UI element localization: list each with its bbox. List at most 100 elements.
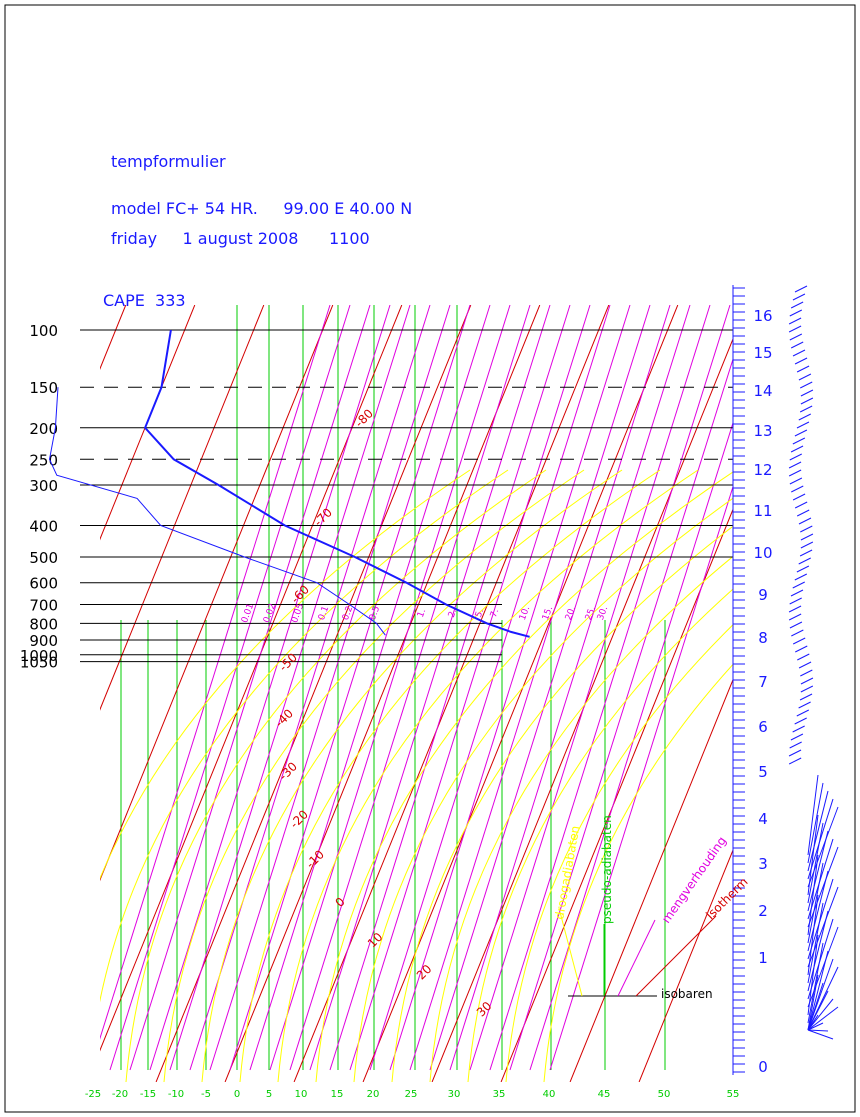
wind-barb: [800, 389, 814, 397]
isotherm-line: [362, 305, 679, 1082]
wind-barb: [792, 493, 806, 501]
wind-barb: [788, 469, 802, 477]
wind-barb: [807, 1029, 829, 1032]
pressure-label: 700: [29, 596, 58, 614]
dry-adiabat-line: [315, 471, 733, 1082]
height-km-label: 10: [753, 544, 772, 562]
wind-barb: [795, 645, 808, 653]
wind-barb: [792, 349, 806, 357]
wind-barb: [788, 749, 802, 757]
wind-barb: [794, 285, 808, 293]
wind-barb: [798, 413, 812, 421]
pressure-label: 1050: [20, 654, 58, 672]
date-info: friday 1 august 2008 1100: [111, 229, 370, 248]
mixing-ratio-label: 0.5: [368, 605, 382, 622]
wind-barb: [789, 309, 803, 317]
dry-adiabat-line: [391, 525, 733, 1082]
mixing-ratio-line: [209, 305, 451, 1071]
wind-barb: [807, 894, 819, 976]
wind-barb: [790, 341, 804, 349]
wind-barb: [798, 701, 811, 709]
wind-barb: [789, 621, 803, 629]
legend-mixing-ratio-line: [617, 919, 656, 997]
wind-barb: [807, 830, 829, 912]
height-km-label: 2: [758, 902, 768, 920]
mixing-ratio-line: [409, 305, 651, 1071]
pressure-label: 150: [29, 379, 58, 397]
wind-barb: [789, 453, 802, 461]
wind-barb: [788, 605, 802, 613]
wind-barb: [792, 293, 806, 301]
dry-adiabat-line: [100, 469, 471, 880]
pressure-label: 250: [29, 451, 58, 469]
wind-barb: [788, 461, 802, 469]
isotherm-label: -50: [276, 650, 300, 674]
cape-value: CAPE 333: [103, 291, 186, 310]
wind-barb: [807, 782, 824, 864]
legend-iso-label: isotherm: [703, 875, 750, 922]
x-tick-label: 35: [493, 1089, 506, 1100]
plot-area: [100, 305, 733, 1082]
isotherm-line: [431, 337, 733, 1082]
height-km-label: 8: [758, 629, 768, 647]
mixing-ratio-label: 20.: [564, 605, 578, 622]
legend-dry-adiabat-line: [559, 911, 583, 997]
mixing-ratio-line: [309, 305, 551, 1071]
wind-barb: [796, 565, 810, 573]
wind-barb: [789, 477, 803, 485]
wind-barb: [788, 325, 802, 333]
isotherm-line: [100, 305, 334, 882]
dry-adiabat-line: [467, 588, 733, 1082]
frame-border: [4, 4, 856, 1113]
wind-barb: [807, 814, 819, 896]
wind-barb: [800, 541, 814, 549]
wind-barb: [807, 982, 824, 1031]
mixing-ratio-label: 0.02: [262, 602, 278, 624]
wind-barb: [788, 757, 802, 765]
mixing-ratio-label: 5.: [474, 608, 486, 619]
model-info: model FC+ 54 HR. 99.00 E 40.00 N: [111, 199, 413, 218]
wind-barb: [800, 525, 813, 533]
wind-barb: [794, 573, 808, 581]
wind-barb: [796, 421, 810, 429]
dry-adiabat-line: [353, 497, 733, 1082]
wind-barb: [807, 942, 824, 1024]
dry-adiabat-line: [100, 469, 509, 1003]
dry-adiabat-line: [543, 663, 733, 1082]
wind-barb: [807, 902, 824, 984]
mixing-ratio-line: [369, 305, 611, 1071]
wind-barb: [790, 733, 804, 741]
isotherm-label: -60: [288, 582, 312, 606]
wind-barb: [794, 717, 807, 725]
mixing-ratio-line: [529, 421, 733, 1071]
legend-pseudo-label: pseudo-adiabaten: [600, 815, 614, 924]
x-tick-label: 20: [367, 1089, 380, 1100]
mixing-ratio-line: [349, 305, 591, 1071]
mixing-ratio-line: [229, 305, 471, 1071]
wind-barb: [796, 709, 809, 717]
wind-barb: [792, 637, 806, 645]
mixing-ratio-line: [189, 305, 431, 1071]
wind-barb: [790, 301, 804, 309]
height-km-label: 13: [753, 422, 772, 440]
isotherm-label: 20: [414, 962, 435, 983]
x-tick-label: 10: [295, 1089, 308, 1100]
pressure-label: 600: [29, 575, 58, 593]
legend-droog-label: droogadiabaten: [552, 825, 582, 921]
wind-barb: [794, 429, 808, 437]
height-km-label: 0: [758, 1058, 768, 1076]
x-tick-label: -25: [85, 1089, 101, 1100]
mixing-ratio-line: [149, 305, 391, 1071]
wind-barb: [807, 862, 824, 944]
height-km-label: 6: [758, 718, 768, 736]
pressure-label: 400: [29, 518, 58, 536]
wind-barb: [800, 685, 814, 693]
isotherm-line: [224, 305, 541, 1082]
mixing-ratio-label: 0.05: [290, 602, 306, 624]
pressure-label: 1000: [20, 647, 58, 665]
wind-barb: [807, 1006, 839, 1031]
isotherm-label: -10: [303, 847, 327, 871]
x-tick-label: -15: [140, 1089, 156, 1100]
x-tick-label: 5: [266, 1089, 272, 1100]
